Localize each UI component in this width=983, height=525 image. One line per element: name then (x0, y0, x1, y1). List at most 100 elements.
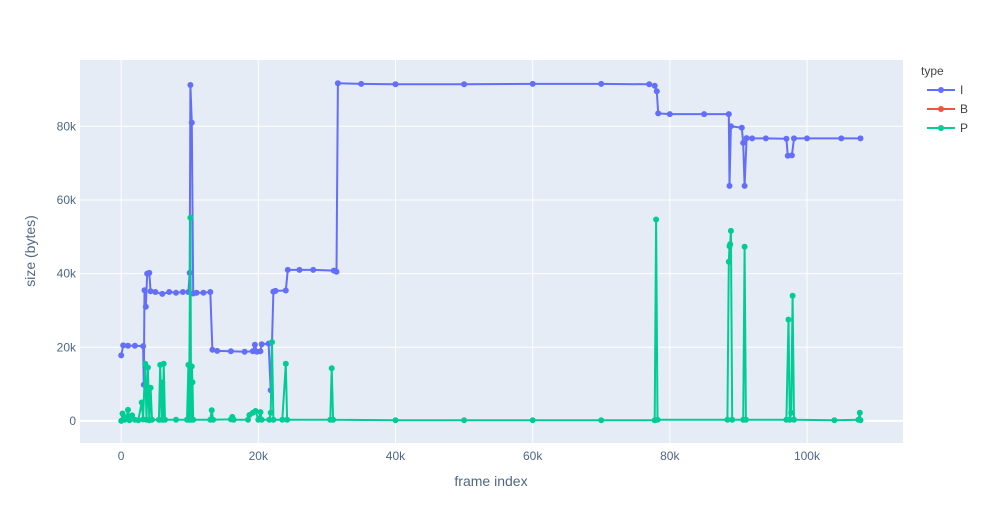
legend-item-P[interactable]: P (927, 121, 968, 135)
data-point-I (333, 268, 340, 275)
data-point-P (282, 360, 289, 367)
data-point-I (120, 342, 127, 349)
legend-item-I[interactable]: I (927, 83, 963, 97)
data-point-I (727, 123, 734, 130)
data-point-P (149, 416, 155, 423)
data-point-P (653, 216, 660, 223)
data-point-I (257, 348, 264, 355)
data-point-P (727, 241, 734, 248)
data-point-P (789, 292, 796, 299)
data-point-P (257, 409, 264, 416)
data-point-I (838, 135, 845, 142)
data-point-I (653, 88, 660, 95)
data-point-P (144, 364, 151, 371)
data-point-I (783, 135, 790, 142)
data-point-I (251, 341, 258, 348)
legend: type IBP (921, 64, 968, 135)
data-point-P (252, 408, 259, 414)
data-point-P (258, 416, 265, 423)
x-tick-label: 20k (249, 449, 269, 463)
data-point-P (328, 365, 335, 372)
data-point-P (330, 416, 337, 423)
data-point-I (743, 135, 750, 142)
legend-title: type (921, 64, 944, 78)
data-point-I (214, 347, 221, 354)
data-point-I (310, 266, 317, 273)
data-point-P (129, 412, 136, 419)
data-point-P (529, 417, 536, 424)
legend-item-B[interactable]: B (927, 102, 968, 116)
data-point-I (241, 348, 248, 355)
data-point-I (173, 289, 179, 296)
data-point-P (210, 416, 217, 423)
data-point-P (138, 399, 145, 406)
data-point-P (741, 243, 748, 250)
data-point-I (159, 290, 166, 297)
data-point-P (187, 214, 194, 221)
data-point-I (187, 82, 194, 88)
data-point-I (193, 289, 200, 296)
data-point-I (142, 303, 149, 310)
data-point-I (857, 135, 864, 142)
data-point-P (727, 227, 734, 234)
data-point-P (230, 416, 237, 423)
x-tick-label: 40k (386, 449, 406, 463)
data-point-I (131, 342, 138, 349)
x-tick-label: 80k (660, 449, 680, 463)
x-tick-label: 0 (118, 449, 125, 463)
data-point-P (189, 379, 196, 386)
y-tick-label: 20k (57, 340, 77, 354)
data-point-I (272, 287, 279, 294)
y-axis-title: size (bytes) (22, 215, 38, 287)
data-point-I (209, 346, 216, 353)
data-point-I (741, 182, 748, 189)
data-point-P (162, 416, 168, 423)
data-point-I (125, 342, 131, 349)
data-point-P (270, 416, 277, 423)
data-point-I (701, 111, 708, 118)
x-axis-title: frame index (454, 473, 527, 489)
data-point-I (141, 287, 148, 294)
data-point-I (598, 80, 605, 87)
data-point-P (791, 416, 797, 423)
data-point-I (334, 80, 341, 87)
data-point-P (729, 416, 736, 423)
data-point-P (159, 379, 166, 386)
data-point-I (529, 80, 536, 87)
legend-label: P (960, 121, 968, 135)
data-point-I (749, 135, 756, 142)
series-P (118, 214, 864, 424)
data-point-I (284, 266, 291, 273)
y-tick-label: 40k (57, 267, 77, 281)
data-point-P (208, 407, 215, 414)
data-point-I (804, 135, 810, 142)
data-point-I (118, 352, 125, 359)
data-point-P (160, 360, 167, 367)
data-point-I (461, 81, 468, 88)
data-point-I (146, 269, 153, 276)
data-point-I (200, 289, 207, 296)
data-point-P (856, 409, 863, 416)
data-point-I (140, 343, 147, 350)
legend-label: I (960, 83, 963, 97)
data-point-P (392, 417, 399, 424)
data-point-P (267, 409, 274, 416)
data-point-I (282, 287, 289, 294)
plot-background (80, 60, 903, 443)
data-point-P (786, 416, 793, 423)
data-point-I (227, 348, 234, 355)
data-point-P (119, 410, 126, 417)
data-point-I (179, 289, 186, 295)
data-point-P (831, 417, 838, 424)
data-point-I (666, 111, 673, 118)
data-point-I (740, 139, 747, 146)
data-point-I (738, 124, 745, 131)
data-point-I (788, 152, 795, 159)
x-tick-label: 60k (523, 449, 543, 463)
legend-items: IBP (927, 83, 968, 135)
data-point-P (190, 416, 197, 423)
y-tick-label: 80k (57, 119, 77, 133)
data-point-P (279, 416, 286, 423)
series-I (118, 80, 864, 394)
